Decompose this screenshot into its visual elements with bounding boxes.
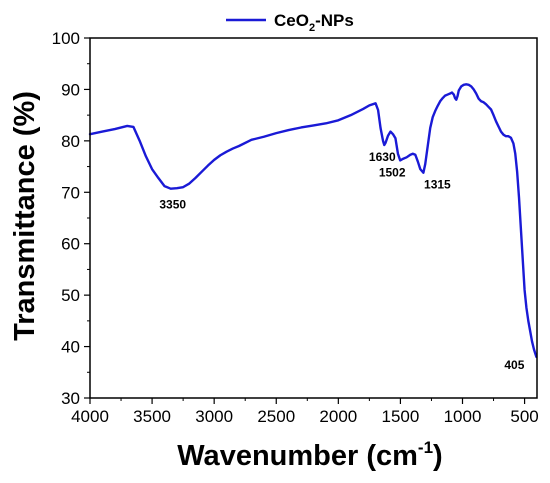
y-tick-label: 90 bbox=[61, 80, 80, 99]
x-axis-ticks: 4000 3500 3000 2500 2000 1500 1000 500 bbox=[71, 398, 539, 426]
y-tick-label: 100 bbox=[52, 29, 80, 48]
y-tick-label: 80 bbox=[61, 132, 80, 151]
x-tick-label: 1000 bbox=[444, 407, 482, 426]
peak-label: 1502 bbox=[379, 165, 406, 179]
x-tick-label: 4000 bbox=[71, 407, 109, 426]
x-tick-label: 2000 bbox=[319, 407, 357, 426]
legend-label: CeO2-NPs bbox=[274, 11, 354, 34]
y-axis-title: Transmittance (%) bbox=[9, 91, 41, 341]
series-layer bbox=[88, 83, 538, 359]
series-line bbox=[88, 83, 538, 359]
x-tick-label: 3500 bbox=[133, 407, 171, 426]
x-tick-label: 2500 bbox=[257, 407, 295, 426]
y-axis-ticks: 30 40 50 60 70 80 90 100 bbox=[52, 29, 90, 408]
y-tick-label: 50 bbox=[61, 286, 80, 305]
x-tick-label: 3000 bbox=[195, 407, 233, 426]
y-tick-label: 40 bbox=[61, 338, 80, 357]
x-tick-label: 1500 bbox=[382, 407, 420, 426]
x-tick-label: 500 bbox=[510, 407, 538, 426]
y-tick-label: 70 bbox=[61, 183, 80, 202]
y-tick-label: 30 bbox=[61, 389, 80, 408]
peak-label: 3350 bbox=[159, 198, 186, 212]
peak-label: 1315 bbox=[424, 178, 451, 192]
y-tick-label: 60 bbox=[61, 235, 80, 254]
x-axis-title: Wavenumber (cm-1) bbox=[177, 438, 442, 472]
legend: CeO2-NPs bbox=[226, 11, 354, 34]
peak-label: 1630 bbox=[369, 150, 396, 164]
peak-label: 405 bbox=[504, 358, 524, 372]
plot-frame bbox=[89, 37, 538, 399]
